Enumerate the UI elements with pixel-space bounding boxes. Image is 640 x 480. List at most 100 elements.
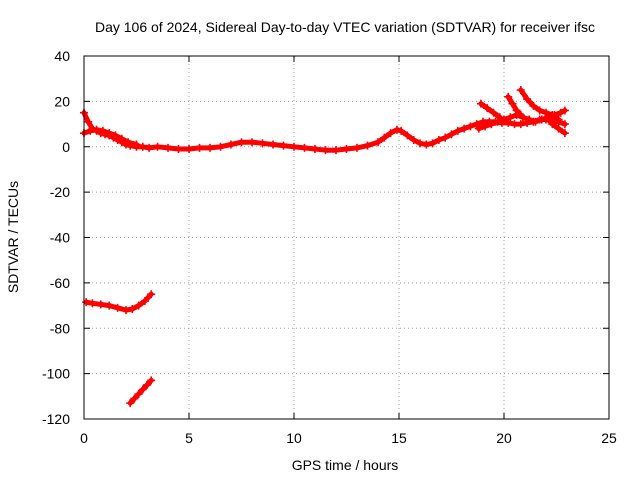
- data-point: [300, 143, 309, 152]
- data-point: [392, 125, 401, 134]
- data-point: [117, 134, 126, 143]
- data-point: [147, 376, 156, 385]
- data-point: [258, 139, 267, 148]
- grid-layer: [84, 56, 609, 419]
- data-point: [113, 303, 122, 312]
- data-point: [174, 145, 183, 154]
- data-point: [560, 120, 569, 129]
- data-point: [86, 126, 95, 135]
- chart-title: Day 106 of 2024, Sidereal Day-to-day VTE…: [95, 19, 595, 35]
- data-point: [321, 146, 330, 155]
- data-point: [206, 143, 214, 152]
- data-point: [363, 141, 372, 150]
- data-point: [92, 125, 101, 134]
- data-point: [311, 145, 319, 154]
- data-point: [560, 129, 569, 138]
- data-point: [428, 139, 437, 148]
- data-point: [508, 99, 517, 108]
- data-point: [525, 115, 534, 124]
- data-point: [124, 138, 133, 147]
- data-point: [397, 126, 406, 135]
- data-point: [353, 143, 361, 152]
- data-point: [512, 106, 521, 115]
- data-point: [500, 115, 508, 124]
- series-main-band-d: [476, 99, 504, 122]
- data-point: [138, 385, 147, 394]
- x-tick-label: 5: [185, 430, 193, 446]
- y-tick-label: 40: [54, 48, 70, 64]
- data-point: [554, 115, 563, 124]
- y-tick-label: -60: [50, 275, 70, 291]
- data-point: [474, 124, 483, 133]
- data-point: [96, 300, 105, 309]
- data-point: [126, 399, 135, 408]
- x-tick-label: 10: [286, 430, 302, 446]
- data-point: [531, 117, 540, 126]
- data-point: [153, 142, 162, 151]
- data-point: [483, 104, 492, 113]
- series-main-band-e: [504, 92, 525, 119]
- data-point: [98, 126, 107, 135]
- data-point: [143, 380, 151, 389]
- data-point: [279, 141, 288, 150]
- data-point: [216, 142, 225, 151]
- data-point: [403, 131, 412, 140]
- data-point: [523, 95, 532, 104]
- data-point: [134, 301, 143, 310]
- data-point: [476, 99, 485, 108]
- data-point: [82, 298, 91, 307]
- y-axis-title: SDTVAR / TECUs: [5, 181, 21, 293]
- data-point: [441, 133, 450, 142]
- data-point: [560, 106, 569, 115]
- data-point: [248, 138, 256, 147]
- data-point: [128, 304, 137, 313]
- data-point: [516, 86, 525, 95]
- data-point: [489, 108, 498, 117]
- data-point: [84, 117, 93, 126]
- series-main-band-g: [542, 113, 569, 138]
- data-point: [516, 120, 525, 129]
- data-point: [140, 297, 149, 306]
- data-point: [472, 120, 481, 129]
- y-tick-label: 20: [54, 93, 70, 109]
- data-point: [548, 110, 557, 119]
- data-point: [147, 290, 156, 299]
- data-point: [434, 135, 443, 144]
- data-point: [138, 142, 147, 151]
- data-point: [487, 120, 496, 129]
- data-point: [132, 140, 141, 149]
- series-line: [83, 291, 154, 313]
- y-tick-label: -80: [50, 320, 70, 336]
- data-point: [332, 146, 340, 155]
- data-point: [134, 390, 143, 399]
- data-point: [453, 126, 462, 135]
- data-point: [537, 115, 546, 124]
- y-tick-label: -120: [42, 411, 70, 427]
- series-line: [81, 110, 568, 153]
- data-point: [290, 142, 298, 151]
- data-point: [466, 122, 475, 131]
- x-tick-label: 20: [496, 430, 512, 446]
- data-point: [145, 143, 154, 152]
- data-point: [374, 138, 382, 147]
- y-tick-label: -40: [50, 230, 70, 246]
- data-point: [269, 140, 277, 149]
- y-tick-label: 0: [62, 139, 70, 155]
- tick-layer: 0 5 10 15 20 25 -120 -100 -80 -60 -40 -20 0 20 40: [42, 48, 617, 446]
- data-point: [535, 106, 544, 115]
- series-line: [505, 94, 524, 118]
- data-point: [504, 92, 513, 101]
- data-point: [342, 145, 351, 154]
- data-point: [481, 122, 490, 131]
- data-point: [506, 113, 515, 122]
- data-point: [422, 140, 431, 149]
- data-point: [195, 143, 204, 152]
- data-point: [556, 108, 565, 117]
- data-point: [105, 129, 114, 138]
- data-point: [554, 124, 563, 133]
- data-point: [416, 139, 424, 148]
- series-line: [478, 101, 503, 120]
- y-tick-label: -20: [50, 184, 70, 200]
- x-tick-label: 25: [601, 430, 617, 446]
